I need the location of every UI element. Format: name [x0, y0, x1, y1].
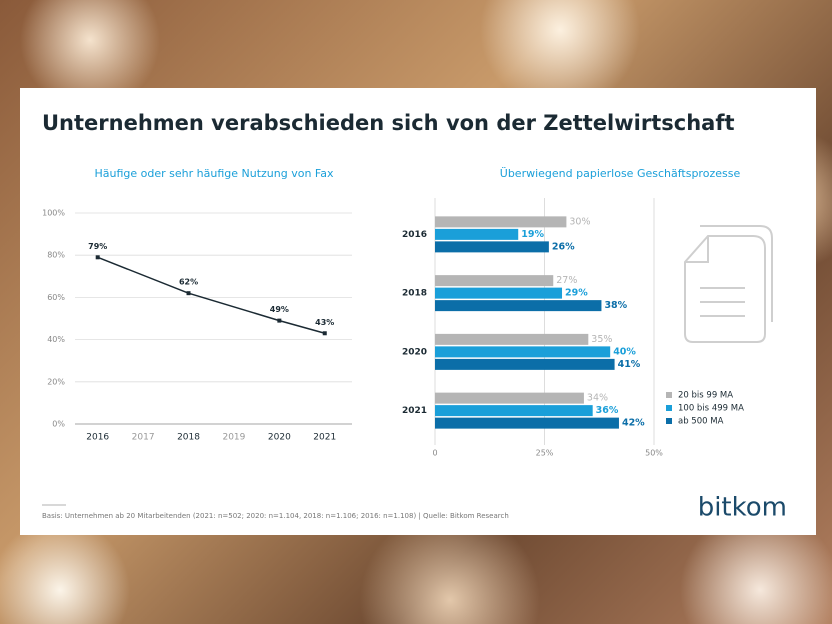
y-tick-label: 80%: [47, 251, 65, 260]
x-tick-label: 2021: [313, 433, 336, 443]
legend-label: ab 500 MA: [678, 417, 724, 427]
data-label: 79%: [88, 242, 107, 251]
x-tick-label: 2018: [177, 433, 200, 443]
legend-swatch: [666, 418, 672, 424]
bar: [435, 216, 567, 228]
line: [97, 256, 325, 334]
x-tick-label: 2020: [268, 433, 291, 443]
data-label: 27%: [556, 275, 577, 286]
data-label: 38%: [604, 300, 627, 311]
point: [95, 255, 100, 260]
data-label: 29%: [565, 288, 588, 299]
data-label: 42%: [622, 418, 645, 429]
y-tick-label: 40%: [47, 335, 65, 344]
legend-label: 100 bis 499 MA: [678, 404, 744, 414]
x-tick-label: 50%: [645, 449, 663, 458]
data-label: 41%: [618, 359, 641, 370]
data-label: 36%: [596, 405, 619, 416]
y-tick-label: 2016: [402, 230, 427, 240]
bar: [435, 241, 549, 253]
data-label: 43%: [315, 318, 334, 327]
bar: [435, 228, 519, 240]
y-tick-label: 60%: [47, 293, 65, 302]
legend-label: 20 bis 99 MA: [678, 391, 733, 401]
bar: [435, 346, 611, 358]
bar: [435, 333, 589, 345]
legend-swatch: [666, 392, 672, 398]
data-label: 40%: [613, 346, 636, 357]
x-tick-label: 2017: [132, 433, 155, 443]
bar: [435, 358, 615, 370]
bar: [435, 275, 554, 287]
data-label: 62%: [179, 278, 198, 287]
footnote: Basis: Unternehmen ab 20 Mitarbeitenden …: [42, 512, 509, 520]
data-label: 49%: [270, 305, 289, 314]
bar: [435, 417, 619, 429]
point: [186, 291, 191, 296]
x-tick-label: 2019: [222, 433, 245, 443]
data-label: 19%: [521, 229, 544, 240]
bar: [435, 405, 593, 417]
bar: [435, 392, 584, 404]
legend-swatch: [666, 405, 672, 411]
y-tick-label: 0%: [52, 420, 65, 429]
chart-title: Häufige oder sehr häufige Nutzung von Fa…: [95, 167, 334, 180]
bar: [435, 300, 602, 312]
y-tick-label: 20%: [47, 377, 65, 386]
data-label: 30%: [569, 216, 590, 227]
x-tick-label: 2016: [86, 433, 109, 443]
data-label: 26%: [552, 241, 575, 252]
point: [277, 318, 282, 323]
document-icon: [684, 225, 773, 343]
chart-title: Überwiegend papierlose Geschäftsprozesse: [500, 167, 741, 180]
bar: [435, 287, 563, 299]
point: [322, 331, 327, 336]
y-tick-label: 2018: [402, 289, 427, 299]
logo: bitkom: [698, 493, 787, 523]
y-tick-label: 2021: [402, 406, 427, 416]
card: [20, 88, 816, 535]
title: Unternehmen verabschieden sich von der Z…: [42, 111, 735, 135]
y-tick-label: 100%: [42, 209, 65, 218]
x-tick-label: 0: [432, 449, 437, 458]
data-label: 35%: [591, 334, 612, 345]
y-tick-label: 2020: [402, 347, 427, 357]
data-label: 34%: [587, 393, 608, 404]
x-tick-label: 25%: [536, 449, 554, 458]
